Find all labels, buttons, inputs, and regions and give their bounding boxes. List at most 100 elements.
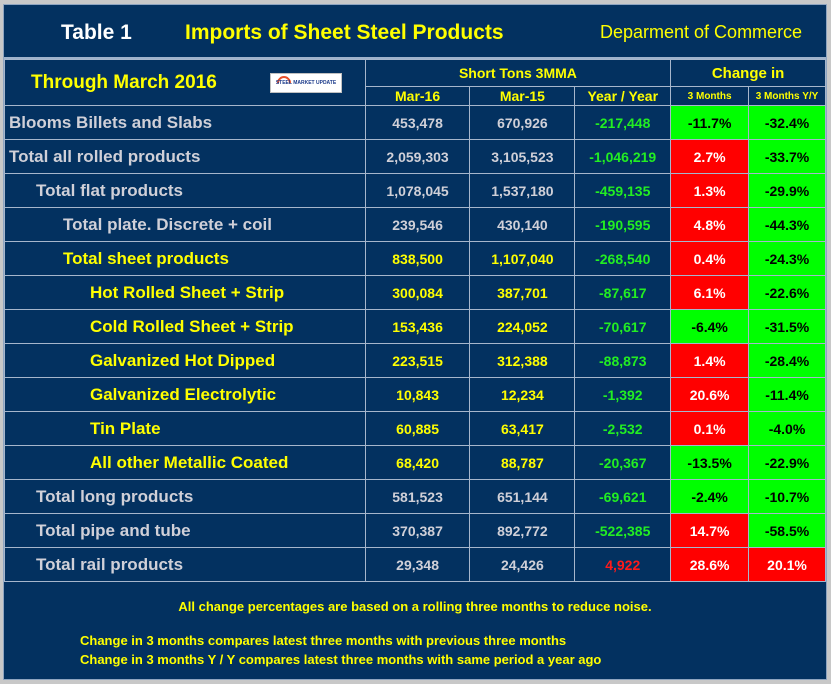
cell-change-3-months-yy: -33.7% xyxy=(748,139,826,174)
col-header-mar15: Mar-15 xyxy=(469,86,576,106)
cell-mar15: 63,417 xyxy=(469,411,576,446)
table-row: Total rail products 29,348 24,426 4,922 28.6… xyxy=(4,547,826,582)
row-label: Total sheet products xyxy=(4,241,366,276)
row-label: Total rail products xyxy=(4,547,366,582)
cell-change-3-months: 28.6% xyxy=(670,547,750,582)
period-cell: Through March 2016 STEEL MARKET UPDATE xyxy=(4,59,366,106)
table-row: Cold Rolled Sheet + Strip 153,436 224,052-… xyxy=(4,309,826,344)
cell-mar15: 387,701 xyxy=(469,275,576,310)
cell-change-3-months: -11.7% xyxy=(670,105,750,140)
cell-change-3-months: 2.7% xyxy=(670,139,750,174)
cell-change-3-months-yy: -29.9% xyxy=(748,173,826,208)
cell-mar16: 223,515 xyxy=(364,343,471,378)
cell-mar15: 88,787 xyxy=(469,445,576,480)
cell-year-over-year: -217,448 xyxy=(574,105,672,140)
row-label: Tin Plate xyxy=(4,411,366,446)
cell-year-over-year: -268,540 xyxy=(574,241,672,276)
cell-change-3-months-yy: -24.3% xyxy=(748,241,826,276)
cell-mar16: 29,348 xyxy=(364,547,471,582)
row-label: Total pipe and tube xyxy=(4,513,366,548)
footer-note: All change percentages are based on a ro… xyxy=(178,599,652,614)
row-label: Total long products xyxy=(4,479,366,514)
table-row: Total plate. Discrete + coil 239,546 430,1… xyxy=(4,207,826,242)
title-bar: Table 1 Imports of Sheet Steel Products … xyxy=(4,5,826,59)
row-label: Blooms Billets and Slabs xyxy=(4,105,366,140)
cell-year-over-year: -88,873 xyxy=(574,343,672,378)
cell-mar15: 12,234 xyxy=(469,377,576,412)
cell-change-3-months-yy: -22.9% xyxy=(748,445,826,480)
cell-change-3-months-yy: -10.7% xyxy=(748,479,826,514)
cell-change-3-months-yy: -4.0% xyxy=(748,411,826,446)
cell-mar16: 581,523 xyxy=(364,479,471,514)
cell-change-3-months: 20.6% xyxy=(670,377,750,412)
footer-line-2: Change in 3 months Y / Y compares latest… xyxy=(80,652,602,667)
cell-change-3-months: 1.4% xyxy=(670,343,750,378)
cell-change-3-months: 14.7% xyxy=(670,513,750,548)
col-header-3-months: 3 Months xyxy=(670,86,750,106)
cell-mar15: 430,140 xyxy=(469,207,576,242)
table-row: Hot Rolled Sheet + Strip 300,084 387,701 -8… xyxy=(4,275,826,310)
cell-change-3-months-yy: -32.4% xyxy=(748,105,826,140)
cell-change-3-months: -13.5% xyxy=(670,445,750,480)
row-label: Galvanized Electrolytic xyxy=(4,377,366,412)
cell-change-3-months-yy: -44.3% xyxy=(748,207,826,242)
cell-year-over-year: -459,135 xyxy=(574,173,672,208)
table-row: Total pipe and tube 370,387 892,772 -522,38… xyxy=(4,513,826,548)
cell-year-over-year: -87,617 xyxy=(574,275,672,310)
cell-mar16: 68,420 xyxy=(364,445,471,480)
cell-mar15: 1,537,180 xyxy=(469,173,576,208)
cell-change-3-months: 0.4% xyxy=(670,241,750,276)
cell-year-over-year: -20,367 xyxy=(574,445,672,480)
cell-mar16: 1,078,045 xyxy=(364,173,471,208)
group-header-change: Change in xyxy=(670,59,826,87)
data-source: Deparment of Commerce xyxy=(600,22,803,42)
cell-mar15: 651,144 xyxy=(469,479,576,514)
cell-mar16: 239,546 xyxy=(364,207,471,242)
row-label: Total flat products xyxy=(4,173,366,208)
cell-mar15: 24,426 xyxy=(469,547,576,582)
table-title: Imports of Sheet Steel Products xyxy=(185,21,504,44)
cell-change-3-months: 0.1% xyxy=(670,411,750,446)
cell-mar16: 10,843 xyxy=(364,377,471,412)
cell-mar16: 453,478 xyxy=(364,105,471,140)
cell-change-3-months-yy: -22.6% xyxy=(748,275,826,310)
table-row: Galvanized Hot Dipped 223,515 312,388 -88,8… xyxy=(4,343,826,378)
cell-change-3-months-yy: -28.4% xyxy=(748,343,826,378)
row-label: Total plate. Discrete + coil xyxy=(4,207,366,242)
cell-mar16: 838,500 xyxy=(364,241,471,276)
period-label: Through March 2016 xyxy=(31,72,217,93)
table-row: All other Metallic Coated 68,420 88,787 -20… xyxy=(4,445,826,480)
cell-mar15: 1,107,040 xyxy=(469,241,576,276)
cell-year-over-year: -1,046,219 xyxy=(574,139,672,174)
cell-year-over-year: -190,595 xyxy=(574,207,672,242)
cell-year-over-year: -69,621 xyxy=(574,479,672,514)
row-label: Galvanized Hot Dipped xyxy=(4,343,366,378)
cell-year-over-year: -70,617 xyxy=(574,309,672,344)
cell-change-3-months: -6.4% xyxy=(670,309,750,344)
footer-notes: All change percentages are based on a ro… xyxy=(4,591,826,679)
row-label: Total all rolled products xyxy=(4,139,366,174)
cell-change-3-months-yy: 20.1% xyxy=(748,547,826,582)
col-header-mar16: Mar-16 xyxy=(364,86,471,106)
cell-change-3-months-yy: -31.5% xyxy=(748,309,826,344)
table-row: Galvanized Electrolytic 10,843 12,234 -1,39… xyxy=(4,377,826,412)
table-row: Total sheet products 838,500 1,107,040 -268… xyxy=(4,241,826,276)
table-row: Total all rolled products 2,059,303 3,105,… xyxy=(4,139,826,174)
row-label: Cold Rolled Sheet + Strip xyxy=(4,309,366,344)
steel-market-update-logo: STEEL MARKET UPDATE xyxy=(270,73,342,93)
table-row: Total long products 581,523 651,144 -69,621… xyxy=(4,479,826,514)
cell-mar15: 670,926 xyxy=(469,105,576,140)
cell-mar15: 892,772 xyxy=(469,513,576,548)
table-row: Blooms Billets and Slabs 453,478 670,926 -2… xyxy=(4,105,826,140)
cell-change-3-months: 4.8% xyxy=(670,207,750,242)
table-label: Table 1 xyxy=(61,21,132,44)
cell-change-3-months-yy: -11.4% xyxy=(748,377,826,412)
cell-year-over-year: -522,385 xyxy=(574,513,672,548)
cell-change-3-months: 6.1% xyxy=(670,275,750,310)
imports-table: Through March 2016 STEEL MARKET UPDATE S… xyxy=(4,59,826,582)
cell-change-3-months: -2.4% xyxy=(670,479,750,514)
cell-change-3-months-yy: -58.5% xyxy=(748,513,826,548)
table-row: Total flat products 1,078,045 1,537,180 -45… xyxy=(4,173,826,208)
cell-mar16: 153,436 xyxy=(364,309,471,344)
footer-line-1: Change in 3 months compares latest three… xyxy=(80,633,567,648)
